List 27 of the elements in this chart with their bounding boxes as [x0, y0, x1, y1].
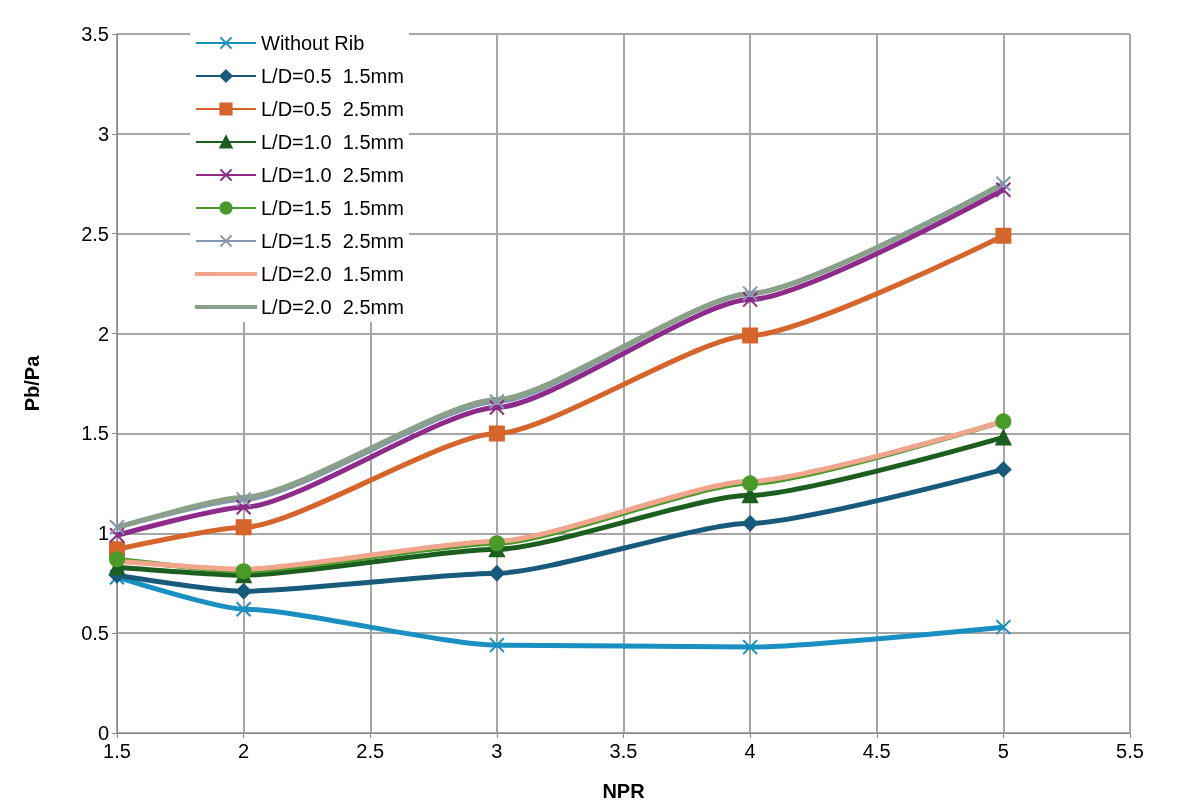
y-tick-label: 0 [97, 722, 109, 744]
legend-label: L/D=1.5 2.5mm [261, 230, 404, 252]
y-tick-label: 1 [97, 522, 109, 545]
x-tick-label: 2 [238, 740, 250, 762]
x-tick-label: 3.5 [609, 740, 638, 762]
legend-label: L/D=1.0 1.5mm [261, 131, 404, 153]
y-axis-title: Pb/Pa [21, 354, 43, 412]
legend-label: L/D=2.0 1.5mm [261, 263, 404, 285]
x-tick-label: 3 [491, 740, 503, 762]
y-tick-label: 3.5 [81, 23, 109, 45]
legend-label: L/D=0.5 2.5mm [261, 98, 404, 120]
y-tick-label: 2.5 [81, 222, 109, 245]
x-tick-label: 2.5 [356, 740, 385, 762]
y-tick-label: 2 [97, 322, 109, 345]
x-axis-title: NPR [602, 780, 646, 802]
legend-label: L/D=1.5 1.5mm [261, 197, 404, 219]
x-tick-label: 4 [744, 740, 756, 762]
x-tick-label: 5.5 [1116, 740, 1144, 762]
y-tick-label: 0.5 [81, 622, 109, 645]
legend-label: Without Rib [261, 32, 365, 54]
legend-label: L/D=2.0 2.5mm [261, 296, 404, 318]
x-tick-label: 5 [997, 740, 1009, 762]
x-tick-label: 4.5 [862, 740, 891, 762]
y-tick-label: 1.5 [81, 422, 109, 445]
y-tick-label: 3 [97, 122, 109, 145]
legend-label: L/D=1.0 2.5mm [261, 164, 404, 186]
legend-label: L/D=0.5 1.5mm [261, 65, 404, 87]
